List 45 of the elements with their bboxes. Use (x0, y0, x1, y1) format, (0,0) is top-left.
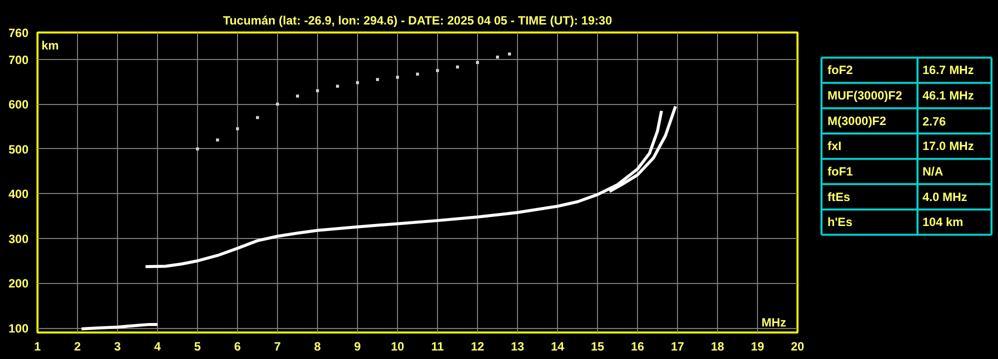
text: 16.7 MHz (922, 63, 974, 78)
x-tick-label: 19 (750, 340, 764, 354)
x-tick-label: 6 (234, 340, 242, 354)
chart-title: Tucumán (lat: -26.9, lon: 294.6) - DATE: 2025 04 05 - TIME (UT): 19:30 (223, 14, 612, 28)
text: MUF(3000)F2 (828, 88, 903, 103)
y-tick-label: 100 (8, 322, 29, 336)
text: M(3000)F2 (828, 114, 887, 128)
x-tick-label: 17 (670, 340, 684, 354)
y-axis-title: km (42, 38, 59, 52)
x-tick-label: 9 (354, 340, 362, 354)
x-tick-label: 2 (74, 340, 82, 354)
text: 46.1 MHz (922, 88, 974, 103)
x-tick-label: 15 (590, 340, 604, 354)
x-tick-label: 5 (194, 340, 202, 354)
x-axis-title: MHz (762, 316, 786, 330)
text: fxI (828, 139, 842, 154)
y-tick-label: 600 (8, 98, 29, 112)
text: 4.0 MHz (922, 190, 968, 204)
x-tick-label: 18 (710, 340, 724, 354)
x-tick-label: 4 (154, 340, 162, 354)
text: 104 km (922, 215, 964, 230)
text: h'Es (828, 215, 853, 230)
x-tick-label: 3 (114, 340, 122, 354)
x-tick-label: 10 (390, 340, 404, 354)
x-tick-label: 11 (431, 340, 444, 354)
text: N/A (922, 164, 944, 179)
y-tick-label: 700 (8, 52, 29, 67)
y-tick-label: 500 (8, 142, 29, 156)
text: 17.0 MHz (922, 139, 974, 154)
text: ftEs (828, 190, 850, 204)
x-tick-label: 1 (34, 340, 42, 354)
x-tick-label: 14 (550, 340, 564, 354)
text: foF1 (828, 164, 854, 179)
text: foF2 (828, 63, 854, 78)
x-tick-label: 20 (790, 340, 804, 354)
x-tick-label: 16 (630, 340, 644, 354)
x-tick-label: 8 (314, 340, 322, 354)
y-tick-label: 760 (8, 26, 29, 40)
y-tick-label: 200 (8, 276, 29, 291)
text: 2.76 (922, 114, 946, 128)
y-tick-label: 300 (8, 232, 29, 246)
x-tick-label: 13 (510, 340, 524, 354)
x-tick-label: 7 (274, 340, 282, 354)
x-tick-label: 12 (470, 340, 484, 354)
y-tick-label: 400 (8, 187, 29, 202)
